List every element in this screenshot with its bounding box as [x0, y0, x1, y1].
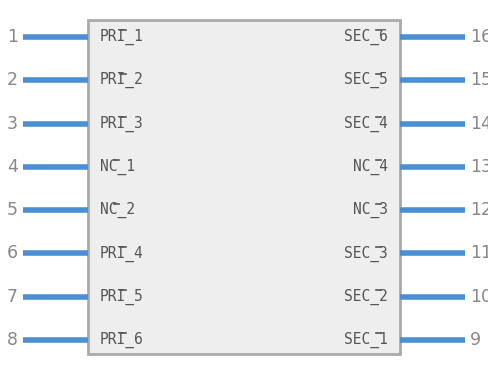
Text: 3: 3 [7, 115, 18, 132]
Text: 6: 6 [7, 244, 18, 262]
Bar [88, 20, 400, 354]
Text: 13: 13 [470, 158, 488, 176]
Text: SEC_4: SEC_4 [344, 115, 388, 132]
Text: 15: 15 [470, 71, 488, 89]
Text: SEC_1: SEC_1 [344, 332, 388, 348]
Text: 4: 4 [7, 158, 18, 176]
Text: 16: 16 [470, 28, 488, 46]
Text: PRI_2: PRI_2 [100, 72, 144, 89]
Text: 10: 10 [470, 288, 488, 306]
Text: 7: 7 [7, 288, 18, 306]
Text: SEC_6: SEC_6 [344, 29, 388, 45]
Text: 8: 8 [7, 331, 18, 349]
Text: NC_1: NC_1 [100, 159, 135, 175]
Text: PRI_4: PRI_4 [100, 245, 144, 262]
Text: PRI_1: PRI_1 [100, 29, 144, 45]
Text: 9: 9 [470, 331, 481, 349]
Text: SEC_3: SEC_3 [344, 245, 388, 262]
Text: 5: 5 [7, 201, 18, 219]
Text: 14: 14 [470, 115, 488, 132]
Text: PRI_5: PRI_5 [100, 289, 144, 305]
Text: NC_4: NC_4 [353, 159, 388, 175]
Text: NC_2: NC_2 [100, 202, 135, 218]
Text: PRI_3: PRI_3 [100, 115, 144, 132]
Text: PRI_6: PRI_6 [100, 332, 144, 348]
Text: NC_3: NC_3 [353, 202, 388, 218]
Text: 1: 1 [7, 28, 18, 46]
Text: 12: 12 [470, 201, 488, 219]
Text: SEC_5: SEC_5 [344, 72, 388, 89]
Text: 2: 2 [7, 71, 18, 89]
Text: SEC_2: SEC_2 [344, 289, 388, 305]
Text: 11: 11 [470, 244, 488, 262]
